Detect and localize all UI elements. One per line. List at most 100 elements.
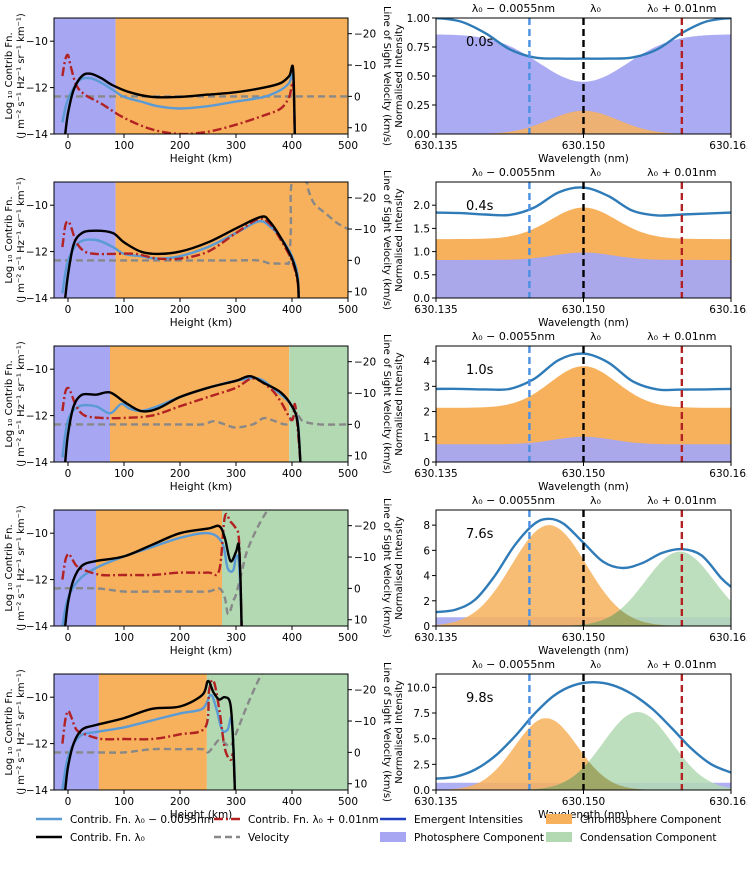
emergent-intensity-line <box>436 517 731 614</box>
chromosphere-region <box>115 182 348 298</box>
plot-frame <box>53 673 349 791</box>
x-tick-label: 630.150 <box>562 304 605 316</box>
cf-red-line <box>61 377 302 462</box>
y-tick-label: 2.0 <box>413 200 430 212</box>
plot-frame <box>53 17 349 135</box>
y-tick-label: 3 <box>423 381 430 393</box>
x-tick-label: 300 <box>226 304 246 316</box>
condensation-region <box>289 346 348 462</box>
photosphere-region <box>54 510 96 626</box>
x-tick-label: 630.165 <box>709 304 747 316</box>
y2-tick-label: −10 <box>354 716 376 728</box>
legend-label: Condensation Component <box>580 832 717 844</box>
x-tick-label: 300 <box>226 796 246 808</box>
y-tick-label: −10 <box>26 200 48 212</box>
profile-panel-1: λ₀ − 0.0055nm λ₀ λ₀ + 0.01nm 0.4s 630.135 630… <box>394 166 747 329</box>
x-tick-label: 100 <box>114 140 134 152</box>
x-tick-label: 500 <box>338 632 358 644</box>
y-tick-label: 8 <box>423 520 430 532</box>
x-tick-label: 500 <box>338 304 358 316</box>
chromosphere-region <box>96 510 222 626</box>
legend-item-emergent: Emergent Intensities <box>380 814 523 826</box>
y-tick-label: −12 <box>26 739 48 751</box>
y2-tick-label: 0 <box>354 419 361 431</box>
y2-tick-label: 10 <box>354 451 367 463</box>
y-axis-label: Normalised Intensity <box>394 352 405 455</box>
y-tick-label: 7.5 <box>413 708 430 720</box>
legend-label: Contrib. Fn. λ₀ <box>70 832 145 844</box>
y-tick-label: −14 <box>26 621 48 633</box>
y-tick-label: 4 <box>423 356 430 368</box>
lambda-label: λ₀ <box>590 2 602 15</box>
lambda-label: λ₀ + 0.01nm <box>647 658 716 671</box>
y-axis-label: Normalised Intensity <box>394 188 405 291</box>
legend-swatch <box>546 832 572 842</box>
x-tick-label: 200 <box>170 468 190 480</box>
x-tick-label: 100 <box>114 796 134 808</box>
x-tick-label: 630.165 <box>709 632 747 644</box>
x-tick-label: 630.165 <box>709 140 747 152</box>
emergent-intensity-line <box>436 680 731 780</box>
legend-label: Chromosphere Component <box>580 814 721 826</box>
lambda-label: λ₀ − 0.0055nm <box>472 2 555 15</box>
legend-label: Contrib. Fn. λ₀ + 0.01nm <box>248 814 379 826</box>
x-tick-label: 630.135 <box>414 304 457 316</box>
y2-axis-label: Line of Sight Velocity (km/s) <box>381 334 392 474</box>
x-tick-label: 0 <box>65 632 72 644</box>
y2-tick-label: 0 <box>354 747 361 759</box>
legend-item-chromo: Chromosphere Component <box>546 814 721 826</box>
y-tick-label: 2 <box>423 407 430 419</box>
y-axis-label-line2: (J m⁻² s⁻¹ Hz⁻¹ sr⁻¹ km⁻¹) <box>16 341 27 467</box>
x-tick-label: 0 <box>65 796 72 808</box>
y-tick-label: −14 <box>26 785 48 797</box>
lambda-label: λ₀ <box>590 330 602 343</box>
lambda-label: λ₀ − 0.0055nm <box>472 330 555 343</box>
x-tick-label: 630.150 <box>562 632 605 644</box>
cf-blue-line <box>61 71 296 134</box>
x-tick-label: 200 <box>170 140 190 152</box>
x-tick-label: 300 <box>226 632 246 644</box>
time-label: 0.4s <box>466 199 494 214</box>
lambda-label: λ₀ <box>590 166 602 179</box>
profile-panel-0: λ₀ − 0.0055nm λ₀ λ₀ + 0.01nm 0.0s 630.135 630… <box>394 2 747 165</box>
x-tick-label: 100 <box>114 632 134 644</box>
legend-label: Photosphere Component <box>414 832 544 844</box>
y2-tick-label: 10 <box>354 123 367 135</box>
y2-tick-label: −20 <box>354 521 376 533</box>
x-axis-label: Wavelength (nm) <box>538 317 629 329</box>
chromosphere-region <box>110 346 290 462</box>
y-tick-label: 2 <box>423 596 430 608</box>
y-tick-label: 0 <box>423 457 430 469</box>
legend-item-cf_black: Contrib. Fn. λ₀ <box>36 832 145 844</box>
y-tick-label: 5.0 <box>413 734 430 746</box>
x-tick-label: 200 <box>170 796 190 808</box>
x-tick-label: 630.135 <box>414 140 457 152</box>
y-axis-label-line1: Log ₁₀ Contrib Fn. <box>4 688 15 775</box>
y-tick-label: −14 <box>26 293 48 305</box>
y-tick-label: 0.25 <box>407 100 430 112</box>
cf-blue-line <box>61 531 243 626</box>
cf-blue-line <box>61 693 237 790</box>
y-tick-label: −12 <box>26 411 48 423</box>
condensation-region <box>206 674 348 790</box>
cf-black-line <box>64 215 300 298</box>
y-tick-label: 4 <box>423 571 430 583</box>
lambda-label: λ₀ − 0.0055nm <box>472 166 555 179</box>
chromosphere-area <box>436 718 731 790</box>
y-tick-label: 1.5 <box>413 223 430 235</box>
chromosphere-area <box>436 525 731 626</box>
x-tick-label: 500 <box>338 796 358 808</box>
x-axis-label: Wavelength (nm) <box>538 153 629 165</box>
cf-red-line <box>61 678 237 790</box>
legend-item-cf_red: Contrib. Fn. λ₀ + 0.01nm <box>214 814 379 826</box>
y-axis-label-line1: Log ₁₀ Contrib Fn. <box>4 524 15 611</box>
y-axis-label: Normalised Intensity <box>394 516 405 619</box>
y2-tick-label: −10 <box>354 388 376 400</box>
lambda-label: λ₀ <box>590 658 602 671</box>
y2-tick-label: 0 <box>354 91 361 103</box>
lambda-label: λ₀ + 0.01nm <box>647 166 716 179</box>
chromosphere-region <box>98 674 207 790</box>
